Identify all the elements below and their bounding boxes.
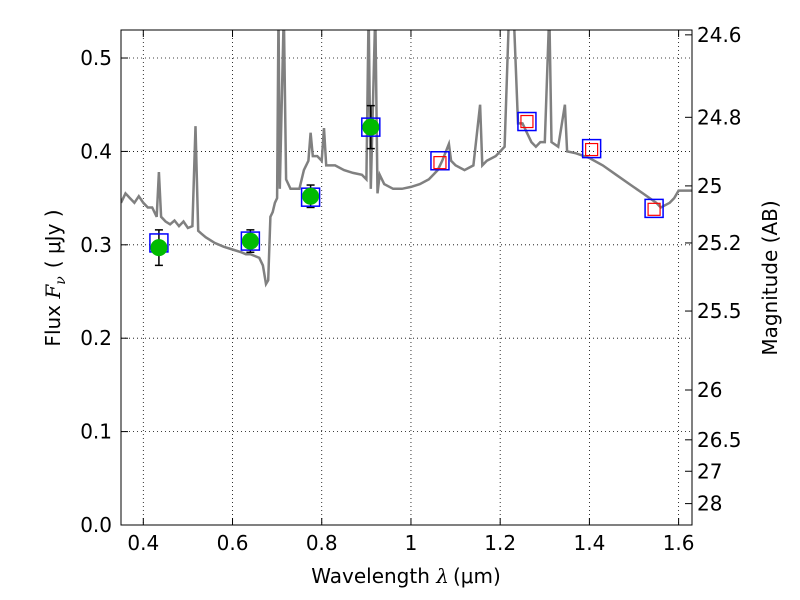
y2-tick-label: 25 (697, 174, 722, 198)
y-tick-label: 0.4 (80, 139, 112, 163)
model-box-marker (517, 111, 537, 132)
predicted-box-marker (647, 202, 661, 216)
y2-tick-label: 26.5 (697, 428, 742, 452)
errorbars (154, 104, 375, 267)
grid-lines (121, 30, 692, 525)
y2-tick-label: 24.8 (697, 105, 742, 129)
y2-axis-label: Magnitude (AB) (758, 200, 782, 355)
plot-frame (120, 29, 693, 526)
predicted-box-marker (520, 114, 534, 129)
y-tick-label: 0.1 (80, 420, 112, 444)
x-tick-label: 1.4 (573, 531, 605, 555)
x-tick-label: 1.2 (484, 531, 516, 555)
axis-ticks (121, 30, 692, 526)
predicted-markers (433, 114, 661, 216)
x-tick-label: 1 (405, 531, 418, 555)
x-tick-labels: 0.4 0.6 0.8 1 1.2 1.4 1.6 (127, 531, 694, 555)
y-tick-label: 0.0 (80, 513, 112, 537)
model-markers (149, 111, 664, 253)
model-spectrum-line (121, 30, 692, 288)
x-tick-label: 0.8 (306, 531, 338, 555)
predicted-box-marker (585, 142, 599, 157)
model-box-marker (644, 198, 664, 219)
y2-tick-label: 28 (697, 492, 722, 516)
model-box-marker (430, 151, 450, 171)
y2-tick-label: 24.6 (697, 23, 742, 47)
observed-markers (150, 118, 380, 257)
observed-point (241, 232, 259, 250)
y-axis-label: Flux Fν( μJy ) (41, 209, 69, 346)
y-tick-label: 0.5 (80, 46, 112, 70)
y2-tick-label: 25.5 (697, 299, 742, 323)
y-tick-label: 0.3 (80, 233, 112, 257)
x-tick-label: 0.6 (217, 531, 249, 555)
observed-point (150, 239, 168, 257)
observed-point (362, 118, 380, 136)
y2-tick-label: 26 (697, 378, 722, 402)
y-tick-label: 0.2 (80, 326, 112, 350)
model-box-marker (361, 117, 381, 137)
x-tick-label: 1.6 (663, 531, 695, 555)
predicted-box-marker (433, 156, 447, 170)
y2-tick-labels: 24.6 24.8 25 25.2 25.5 26 26.5 27 28 (697, 23, 742, 516)
y2-tick-label: 25.2 (697, 231, 742, 255)
x-axis-label: Wavelength λ (μm) (311, 564, 501, 588)
y2-tick-label: 27 (697, 459, 722, 483)
y-tick-labels: 0.0 0.1 0.2 0.3 0.4 0.5 (80, 46, 112, 537)
model-box-marker (240, 231, 261, 251)
x-tick-label: 0.4 (127, 531, 159, 555)
model-box-marker (581, 138, 602, 159)
observed-point (302, 187, 320, 205)
